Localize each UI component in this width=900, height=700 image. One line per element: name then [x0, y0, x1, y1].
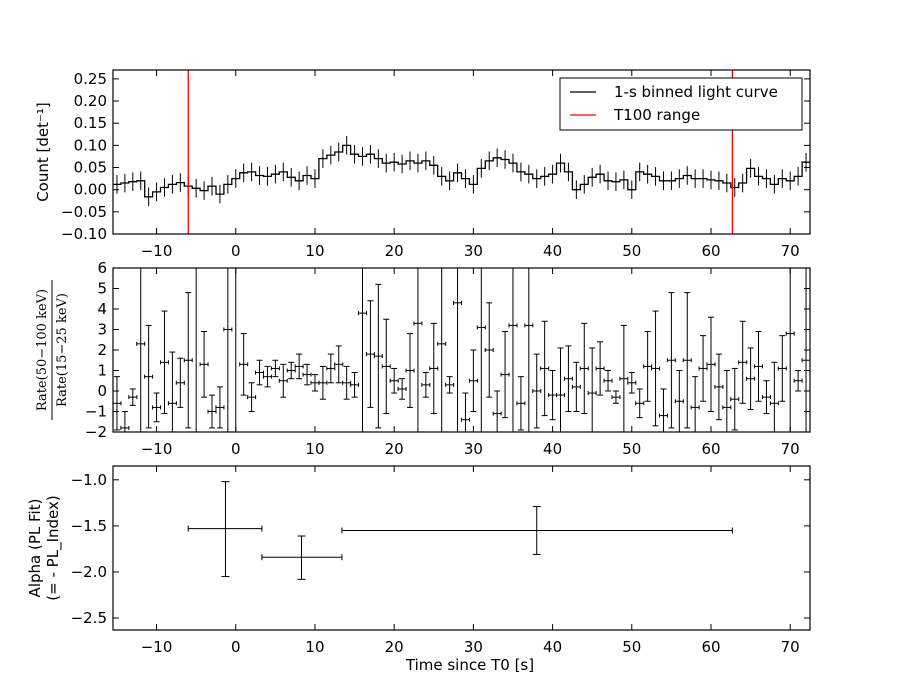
x-tick-label: 30 — [464, 638, 483, 656]
photon-index-marks — [187, 481, 733, 580]
x-tick-label: 50 — [622, 242, 641, 260]
photon-index-panel: −10 0 10 20 30 40 50 60 70 −2.5 −2.0 −1.5 −1.0 Time … — [26, 465, 811, 674]
x-tick-label: 20 — [385, 242, 404, 260]
legend-box — [559, 77, 803, 131]
x-tick-label: 40 — [543, 638, 562, 656]
x-tick-label: −10 — [141, 638, 173, 656]
y-tick-label: 0.25 — [74, 70, 107, 88]
x-tick-label: 20 — [385, 440, 404, 458]
x-tick-label: 0 — [231, 440, 241, 458]
x-tick-label: 50 — [622, 440, 641, 458]
x-tick-label: 70 — [781, 242, 800, 260]
x-tick-label: 10 — [305, 638, 324, 656]
y-tick-label: −1.0 — [71, 471, 107, 489]
y-tick-label: −1.5 — [71, 517, 107, 535]
light-curve-ticks: −10 0 10 20 30 40 50 60 70 −0.10 −0.05 0.00 0.05 0.10… — [61, 70, 810, 260]
y-tick-label: 0.00 — [74, 181, 107, 199]
y-tick-label: 2 — [97, 341, 107, 359]
x-tick-label: 10 — [305, 440, 324, 458]
x-tick-label: 60 — [701, 440, 720, 458]
hardness-ratio-ylabel: Rate(50−100 keV) Rate(15−25 keV) — [35, 280, 70, 420]
y-tick-label: 4 — [97, 300, 107, 318]
x-tick-label: −10 — [141, 440, 173, 458]
y-tick-label: −2 — [85, 423, 107, 441]
x-tick-label: 60 — [701, 242, 720, 260]
y-tick-label: 0.20 — [74, 92, 107, 110]
y-tick-label: −0.05 — [61, 203, 107, 221]
x-tick-label: −10 — [141, 242, 173, 260]
light-curve-ylabel: Count [det⁻¹] — [34, 102, 52, 202]
x-tick-label: 60 — [701, 638, 720, 656]
photon-index-frame — [112, 465, 811, 631]
x-tick-label: 40 — [543, 440, 562, 458]
legend-label-t100: T100 range — [613, 106, 700, 124]
x-tick-label: 70 — [781, 440, 800, 458]
y-tick-label: 0.15 — [74, 114, 107, 132]
x-tick-label: 70 — [781, 638, 800, 656]
x-tick-label: 40 — [543, 242, 562, 260]
y-tick-label: −2.5 — [71, 609, 107, 627]
x-tick-label: 30 — [464, 242, 483, 260]
y-tick-label: 1 — [97, 362, 107, 380]
hardness-ratio-frame — [112, 267, 811, 433]
x-tick-label: 30 — [464, 440, 483, 458]
y-tick-label: 0 — [97, 382, 107, 400]
photon-index-xlabel: Time since T0 [s] — [405, 656, 534, 674]
y-tick-label: −0.10 — [61, 225, 107, 243]
y-tick-label: 0.05 — [74, 159, 107, 177]
y-tick-label: 5 — [97, 280, 107, 298]
x-tick-label: 0 — [231, 638, 241, 656]
hardness-ratio-ylabel-numerator: Rate(50−100 keV) — [35, 289, 50, 411]
x-tick-label: 20 — [385, 638, 404, 656]
y-tick-label: 0.10 — [74, 136, 107, 154]
photon-index-ticks: −10 0 10 20 30 40 50 60 70 −2.5 −2.0 −1.5 −1.0 — [71, 466, 810, 656]
y-tick-label: −1 — [85, 403, 107, 421]
photon-index-ylabel-line2: (= - PL_Index) — [44, 495, 63, 600]
light-curve-frame — [112, 69, 811, 235]
photon-index-ylabel-line1: Alpha (PL Fit) — [26, 499, 44, 598]
y-tick-label: −2.0 — [71, 563, 107, 581]
light-curve-panel: −10 0 10 20 30 40 50 60 70 −0.10 −0.05 0.00 0.05 0.10… — [34, 69, 811, 260]
x-tick-label: 10 — [305, 242, 324, 260]
legend-label-light-curve: 1-s binned light curve — [614, 83, 778, 101]
x-tick-label: 0 — [231, 242, 241, 260]
hardness-ratio-marks — [112, 268, 811, 432]
light-curve-marks — [113, 70, 810, 234]
y-tick-label: 3 — [97, 321, 107, 339]
y-tick-label: 6 — [97, 259, 107, 277]
legend: 1-s binned light curve T100 range — [559, 77, 803, 131]
x-tick-label: 50 — [622, 638, 641, 656]
hardness-ratio-ylabel-denominator: Rate(15−25 keV) — [55, 293, 70, 407]
photon-index-ylabel: Alpha (PL Fit) (= - PL_Index) — [26, 495, 63, 600]
